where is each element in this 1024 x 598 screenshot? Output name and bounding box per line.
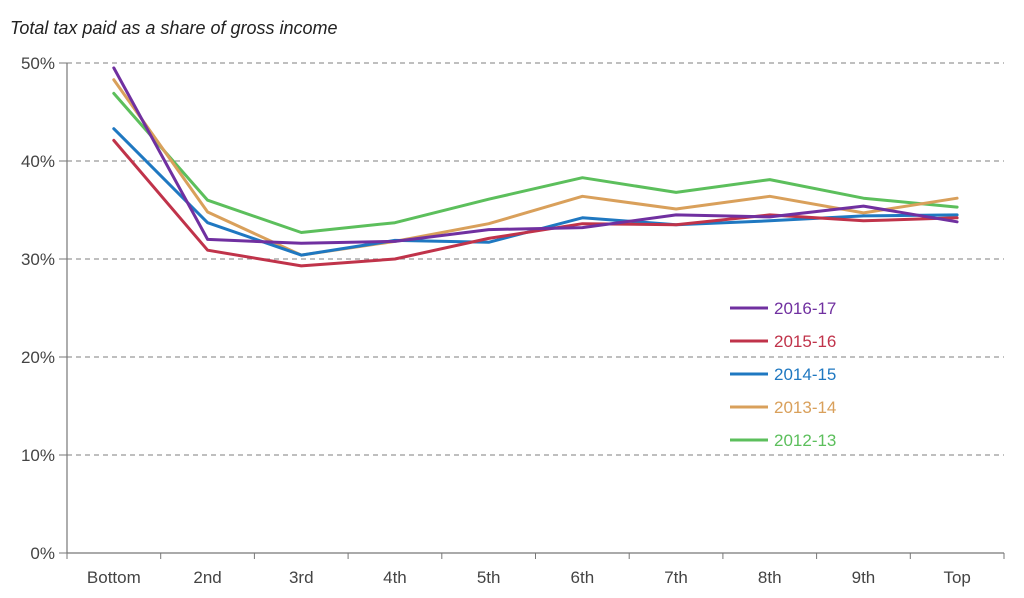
legend-label: 2012-13 — [774, 431, 836, 450]
x-tick-label: Top — [943, 568, 970, 587]
x-tick-label: 3rd — [289, 568, 314, 587]
legend-item: 2016-17 — [730, 299, 836, 318]
x-tick-label: 2nd — [193, 568, 221, 587]
y-axis-ticks: 0% 10% 20% 30% 40% 50% — [21, 54, 67, 563]
y-tick-label: 20% — [21, 348, 55, 367]
legend-label: 2015-16 — [774, 332, 836, 351]
x-tick-label: 8th — [758, 568, 782, 587]
x-tick-label: 9th — [852, 568, 876, 587]
x-tick-label: Bottom — [87, 568, 141, 587]
series-lines — [112, 66, 959, 268]
legend-item: 2013-14 — [730, 398, 836, 417]
x-tick-label: 5th — [477, 568, 501, 587]
series-line-2015-16 — [112, 138, 959, 268]
gridlines — [67, 62, 1004, 456]
y-tick-label: 40% — [21, 152, 55, 171]
y-tick-label: 10% — [21, 446, 55, 465]
legend-item: 2012-13 — [730, 431, 836, 450]
x-tick-label: 7th — [664, 568, 688, 587]
y-tick-label: 30% — [21, 250, 55, 269]
legend-item: 2014-15 — [730, 365, 836, 384]
x-tick-label: 6th — [571, 568, 595, 587]
legend-item: 2015-16 — [730, 332, 836, 351]
x-tick-label: 4th — [383, 568, 407, 587]
legend-label: 2013-14 — [774, 398, 836, 417]
legend-label: 2014-15 — [774, 365, 836, 384]
y-tick-label: 50% — [21, 54, 55, 73]
legend: 2016-17 2015-16 2014-15 2013-14 2012-13 — [730, 299, 836, 450]
chart-title: Total tax paid as a share of gross incom… — [10, 18, 338, 38]
series-line-2013-14 — [112, 78, 959, 257]
series-line-2012-13 — [112, 91, 959, 234]
series-line-2016-17 — [112, 66, 959, 245]
y-tick-label: 0% — [30, 544, 55, 563]
legend-label: 2016-17 — [774, 299, 836, 318]
x-axis: Bottom 2nd 3rd 4th 5th 6th 7th 8th 9th Top — [66, 63, 1005, 587]
